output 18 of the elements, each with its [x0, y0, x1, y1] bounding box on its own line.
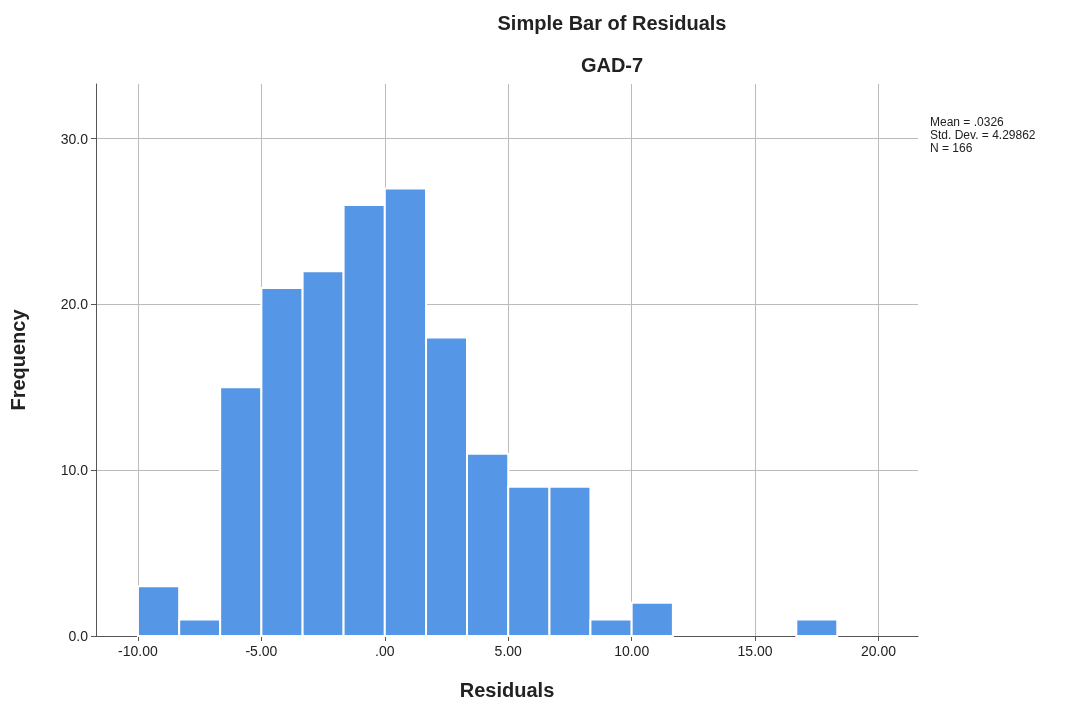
text: Mean = .0326	[930, 115, 1005, 129]
y-tick-label: 30.0	[60, 130, 89, 147]
x-tick-label: 15.00	[737, 643, 773, 659]
x-axis-title: Residuals	[459, 679, 555, 701]
y-tick-label: 10.0	[60, 462, 89, 479]
x-tick-label: 20.00	[860, 643, 897, 659]
y-tick-label: 20.0	[60, 296, 89, 313]
chart-title: Simple Bar of Residuals	[497, 12, 727, 34]
y-tick-label: 0.0	[68, 628, 89, 644]
x-tick-label: -5.00	[245, 643, 278, 659]
y-axis-title: Frequency	[7, 308, 29, 411]
chart-subtitle: GAD-7	[580, 54, 644, 76]
x-tick-label: 5.00	[494, 643, 523, 659]
x-tick-label: -10.00	[118, 643, 159, 659]
x-tick-label: .00	[375, 643, 395, 659]
x-tick-label: 10.00	[614, 643, 650, 659]
text: Std. Dev. = 4.29862	[930, 128, 1036, 142]
text: N = 166	[930, 141, 973, 155]
